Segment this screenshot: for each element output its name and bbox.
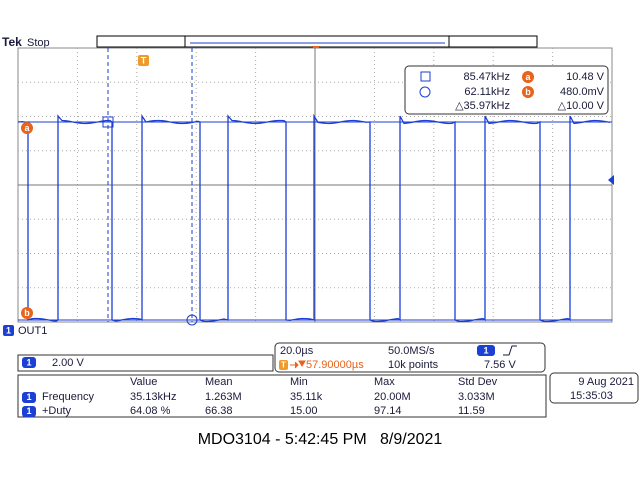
measurement-value: 64.08 % xyxy=(130,405,171,417)
trigger-channel: 1 xyxy=(483,345,488,355)
cursor-delta: △35.97kHz xyxy=(455,100,510,112)
cursor-icon xyxy=(420,71,431,82)
measurement-name: Frequency xyxy=(42,391,94,403)
cursor-value: 10.48 V xyxy=(566,71,605,83)
trigger-marker xyxy=(138,55,149,66)
channel-marker-label: 1 xyxy=(6,325,11,335)
channel-badge xyxy=(22,392,36,403)
cursor-a-label: a xyxy=(24,123,30,133)
trigger-position: 57.90000µs xyxy=(306,359,364,371)
trigger-position-arrow xyxy=(290,360,306,369)
horizontal-scale: 20.0µs xyxy=(280,345,314,357)
status: Stop xyxy=(27,37,50,49)
record-window xyxy=(184,35,450,48)
channel-badge xyxy=(22,357,36,368)
cursor-b-marker xyxy=(21,307,33,319)
measurement-value: 1.263M xyxy=(205,391,242,403)
channel-label: OUT1 xyxy=(18,325,47,337)
cursor-value: 480.0mV xyxy=(560,86,605,98)
column-header: Std Dev xyxy=(458,376,498,388)
trigger-position-badge-label: T xyxy=(281,361,286,370)
cursor-b-label: b xyxy=(24,308,30,318)
measurement-value: 66.38 xyxy=(205,405,233,417)
channel-marker xyxy=(3,325,14,336)
measurement-value: 20.00M xyxy=(374,391,411,403)
column-header: Mean xyxy=(205,376,233,388)
cursor-icon xyxy=(522,71,534,83)
measurement-value: 3.033M xyxy=(458,391,495,403)
waveform xyxy=(17,113,611,323)
sample-rate: 50.0MS/s xyxy=(388,345,435,357)
cursor-a-marker xyxy=(21,122,33,134)
column-header: Min xyxy=(290,376,308,388)
measurement-value: 35.13kHz xyxy=(130,391,176,403)
trigger-slope xyxy=(503,345,517,356)
time: 15:35:03 xyxy=(570,390,613,402)
channel-badge-label: 1 xyxy=(26,357,31,367)
cursor-square xyxy=(102,116,114,128)
datetime-box xyxy=(549,372,639,404)
cursor-icon-label: a xyxy=(525,72,531,82)
column-header: Value xyxy=(130,376,157,388)
record-length: 10k points xyxy=(388,359,439,371)
trigger-level-arrow xyxy=(608,175,614,185)
measurement-table: Value Mean Min Max Std Dev 1 Frequency 35.13kHz… xyxy=(22,376,498,417)
measurement-value: 11.59 xyxy=(458,405,485,417)
cursor-circle xyxy=(186,314,198,326)
channel-badge-label: 1 xyxy=(26,406,31,416)
channel-scale: 2.00 V xyxy=(52,357,84,369)
cursor-value: 85.47kHz xyxy=(464,71,510,83)
cursor-delta: △10.00 V xyxy=(558,100,605,112)
cursor-icon xyxy=(522,86,534,98)
channel-badge xyxy=(22,406,36,417)
trigger-marker-label: T xyxy=(141,55,147,65)
measurement-name: +Duty xyxy=(42,405,72,417)
measurement-value: 35.11k xyxy=(290,391,323,403)
cursor-value: 62.11kHz xyxy=(464,86,510,98)
measurement-value: 15.00 xyxy=(290,405,318,417)
measurement-box xyxy=(17,374,547,418)
column-header: Max xyxy=(374,376,395,388)
brand: Tek xyxy=(2,35,22,49)
channel-scale-box xyxy=(17,354,274,372)
trigger-position-badge xyxy=(279,360,288,370)
date: 9 Aug 2021 xyxy=(578,376,634,388)
channel-badge-label: 1 xyxy=(26,392,31,402)
measurement-value: 97.14 xyxy=(374,405,402,417)
cursor-icon xyxy=(419,86,431,98)
cursor-icon-label: b xyxy=(525,87,531,97)
trigger-level: 7.56 V xyxy=(484,359,516,371)
cursor-readout xyxy=(404,65,609,115)
trigger-channel-badge xyxy=(477,345,495,356)
caption: MDO3104 - 5:42:45 PM 8/9/2021 xyxy=(198,431,443,448)
